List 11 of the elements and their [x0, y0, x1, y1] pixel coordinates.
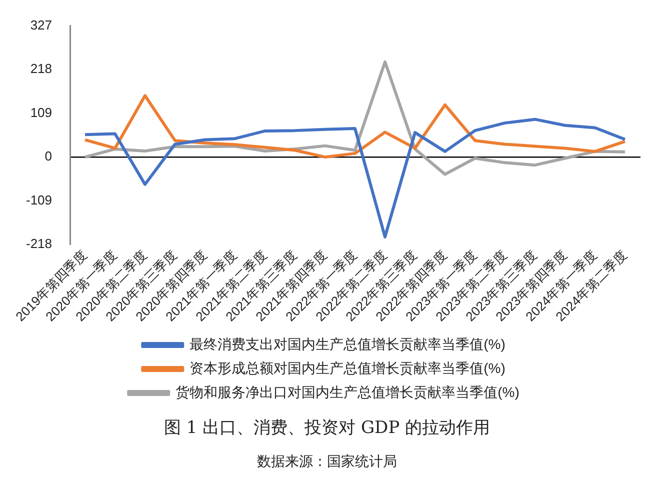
y-tick-label: 109 [30, 104, 52, 120]
source-note: 数据来源：国家统计局 [256, 453, 398, 471]
y-tick-label: 327 [30, 17, 52, 32]
y-tick-label: -218 [26, 236, 52, 252]
y-tick-label: 0 [44, 148, 52, 164]
y-tick-label: -109 [26, 192, 52, 208]
legend-label: 最终消费支出对国内生产总值增长贡献率当季值(%) [190, 336, 506, 352]
legend-label: 资本形成总额对国内生产总值增长贡献率当季值(%) [190, 360, 506, 376]
caption: 图 1 出口、消费、投资对 GDP 的拉动作用 [162, 417, 492, 439]
y-tick-label: 218 [30, 61, 52, 76]
legend-label: 货物和服务净出口对国内生产总值增长贡献率当季值(%) [176, 384, 520, 400]
